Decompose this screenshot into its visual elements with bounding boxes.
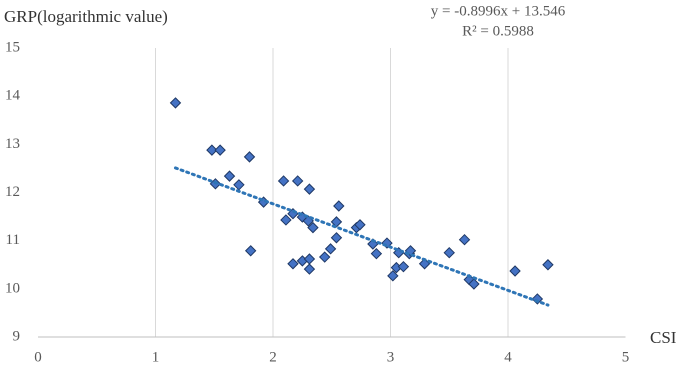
- x-tick-label: 1: [152, 349, 160, 365]
- point: [303, 263, 316, 275]
- point: [443, 247, 455, 259]
- point: [280, 214, 292, 226]
- point: [206, 144, 218, 156]
- point: [468, 278, 480, 290]
- point: [509, 265, 521, 277]
- y-tick-label: 14: [5, 88, 21, 104]
- point: [333, 200, 345, 212]
- point: [330, 232, 343, 244]
- point: [287, 258, 299, 270]
- point: [303, 183, 316, 195]
- point: [243, 151, 256, 163]
- point: [223, 170, 236, 182]
- y-tick-label: 12: [5, 184, 20, 200]
- point: [277, 175, 290, 187]
- x-axis-label: CSI: [650, 328, 677, 347]
- chart-title: GRP(logarithmic value): [4, 7, 168, 26]
- x-tick-label: 5: [622, 349, 630, 365]
- y-tick-label: 13: [5, 136, 20, 152]
- point: [318, 251, 331, 263]
- x-tick-label: 3: [387, 349, 395, 365]
- point: [307, 221, 319, 234]
- point: [370, 247, 383, 260]
- point: [291, 175, 304, 187]
- point: [354, 219, 366, 231]
- equation: y = -0.8996x + 13.546: [431, 3, 566, 19]
- point: [367, 238, 379, 250]
- trendline: [173, 166, 550, 307]
- x-tick-label: 0: [34, 349, 42, 365]
- point: [233, 179, 245, 191]
- point: [169, 97, 182, 109]
- y-tick-label: 11: [6, 232, 20, 248]
- r-squared: R² = 0.5988: [462, 23, 534, 39]
- y-tick-label: 9: [13, 328, 21, 344]
- x-tick-label: 4: [504, 349, 512, 365]
- y-tick-label: 15: [5, 39, 20, 55]
- point: [387, 270, 399, 282]
- x-tick-label: 2: [269, 349, 277, 365]
- point: [542, 259, 554, 271]
- point: [324, 243, 337, 255]
- y-tick-label: 10: [5, 280, 20, 296]
- point: [244, 245, 257, 257]
- point: [397, 260, 410, 273]
- point: [214, 144, 226, 156]
- point: [458, 233, 471, 246]
- point: [404, 245, 417, 257]
